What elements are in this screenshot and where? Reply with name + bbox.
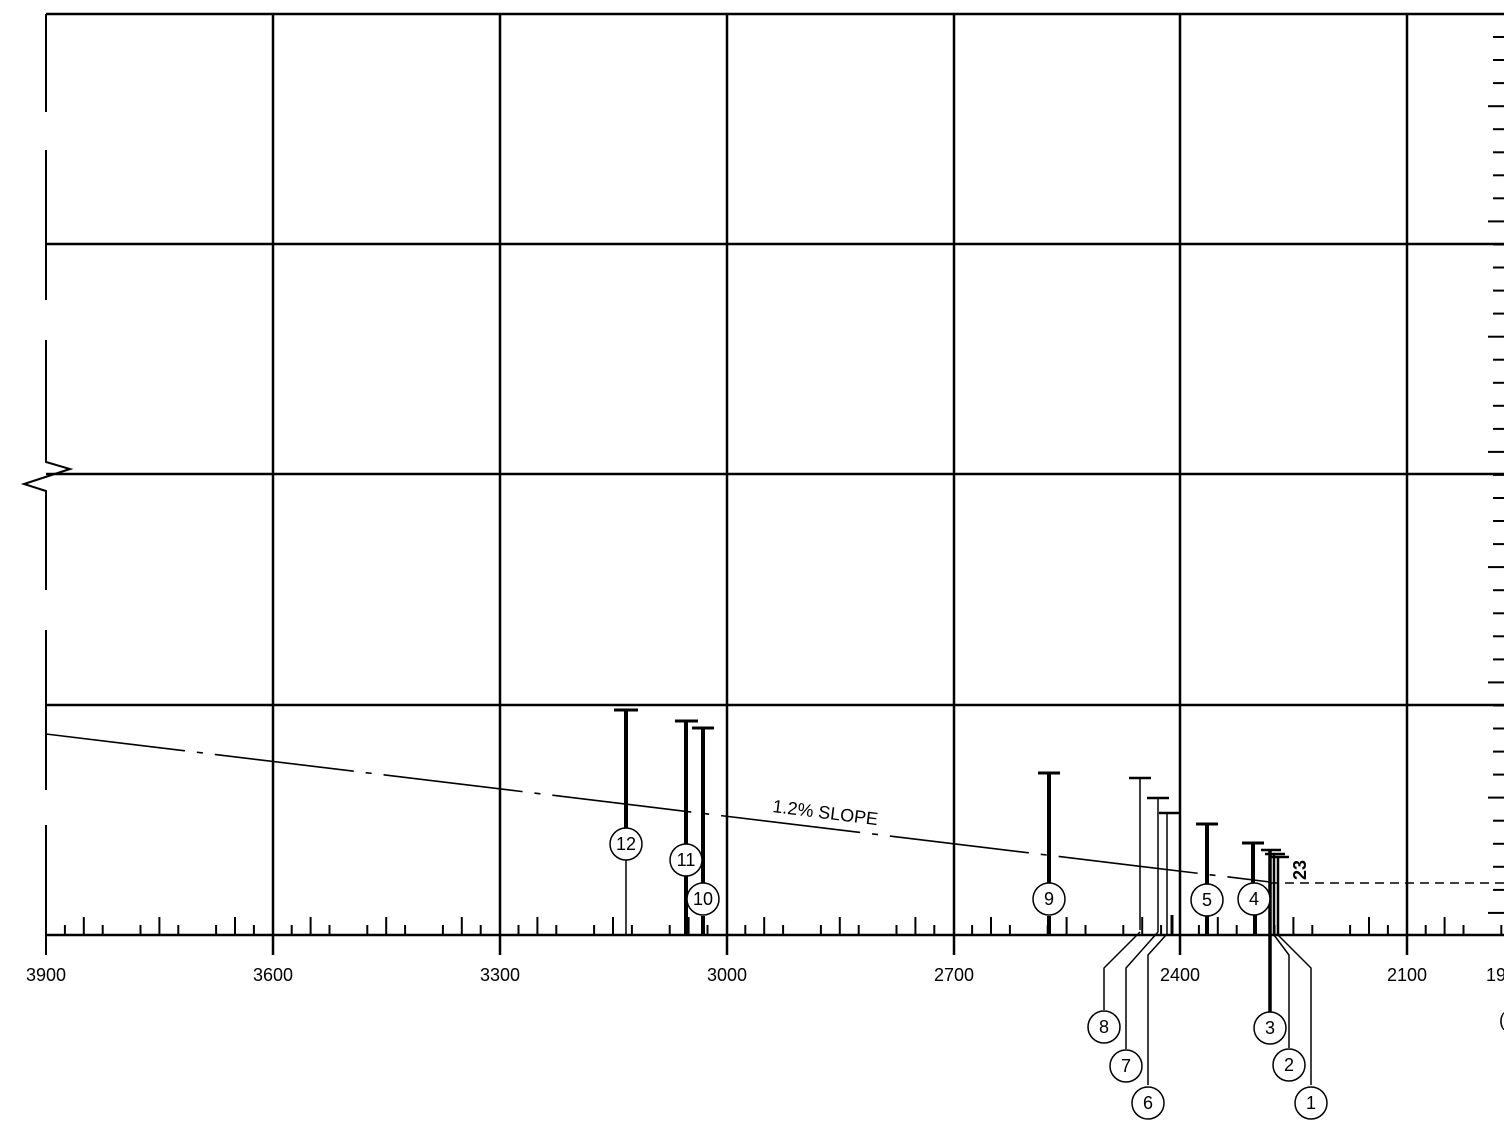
marker-4-label: 4	[1249, 889, 1259, 909]
marker-9-label: 9	[1044, 889, 1054, 909]
marker-11-label: 11	[677, 850, 696, 870]
obstacle-bar-5	[1196, 822, 1218, 935]
marker-6-label: 6	[1143, 1093, 1153, 1113]
bold-rotated-label: 23	[1290, 860, 1310, 880]
marker-7-label: 7	[1121, 1056, 1131, 1076]
tick-label-2400: 2400	[1160, 965, 1200, 985]
left-axis-break	[20, 14, 74, 955]
slope-line	[45, 733, 1504, 884]
bottom-scale-ticks	[63, 917, 1503, 935]
marker-10: 10	[686, 882, 720, 916]
obstacle-bar-7	[1147, 796, 1169, 932]
marker-2-label: 2	[1284, 1055, 1294, 1075]
marker-1-label: 1	[1306, 1093, 1316, 1113]
grid	[46, 12, 1504, 955]
marker-11: 11	[669, 843, 703, 877]
obstacle-bar-6	[1159, 811, 1179, 935]
marker-8: 8	[1087, 1010, 1121, 1044]
tick-label-19: 19	[1486, 965, 1504, 985]
marker-6: 6	[1131, 1086, 1165, 1120]
obstacle-bar-2	[1265, 852, 1285, 935]
tick-label-3300: 3300	[480, 965, 520, 985]
marker-3: 3	[1253, 1011, 1287, 1045]
marker-8-label: 8	[1099, 1017, 1109, 1037]
marker-9: 9	[1032, 882, 1066, 916]
leader-7	[1125, 931, 1159, 1049]
marker-12-label: 12	[616, 834, 636, 854]
leader-2	[1273, 934, 1290, 1048]
obstacle-bars	[614, 708, 1289, 1013]
tick-label-2700: 2700	[934, 965, 974, 985]
obstacle-markers: 12 11 10 9 5 4 8 7	[609, 827, 1328, 1120]
obstacle-bar-8	[1129, 776, 1151, 930]
marker-10-label: 10	[693, 889, 713, 909]
leader-6	[1147, 933, 1168, 1085]
marker-2: 2	[1272, 1048, 1306, 1082]
leader-8	[1103, 931, 1141, 1010]
tick-label-3600: 3600	[253, 965, 293, 985]
obstacle-bar-3	[1261, 848, 1281, 1013]
obstacle-bar-1	[1269, 855, 1289, 935]
tick-label-3900: 3900	[26, 965, 66, 985]
leader-lines	[1103, 931, 1312, 1085]
right-scale-ticks	[1488, 36, 1504, 914]
obstacle-bar-11	[675, 719, 698, 935]
marker-5-label: 5	[1202, 890, 1212, 910]
obstacle-bar-10	[692, 726, 714, 935]
obstacle-bar-9	[1038, 771, 1060, 935]
marker-1: 1	[1294, 1086, 1328, 1120]
marker-5: 5	[1190, 883, 1224, 917]
tick-label-3000: 3000	[707, 965, 747, 985]
cut-label: (	[1499, 1010, 1504, 1030]
obstacle-bar-12	[614, 708, 638, 935]
tick-label-2100: 2100	[1387, 965, 1427, 985]
marker-12: 12	[609, 827, 643, 861]
marker-7: 7	[1109, 1049, 1143, 1083]
marker-3-label: 3	[1265, 1018, 1275, 1038]
marker-4: 4	[1237, 882, 1271, 916]
leader-1	[1277, 934, 1312, 1085]
obstacle-bar-4	[1242, 841, 1264, 935]
x-axis-labels: 3900 3600 3300 3000 2700 2400 2100 19 (	[26, 965, 1504, 1030]
